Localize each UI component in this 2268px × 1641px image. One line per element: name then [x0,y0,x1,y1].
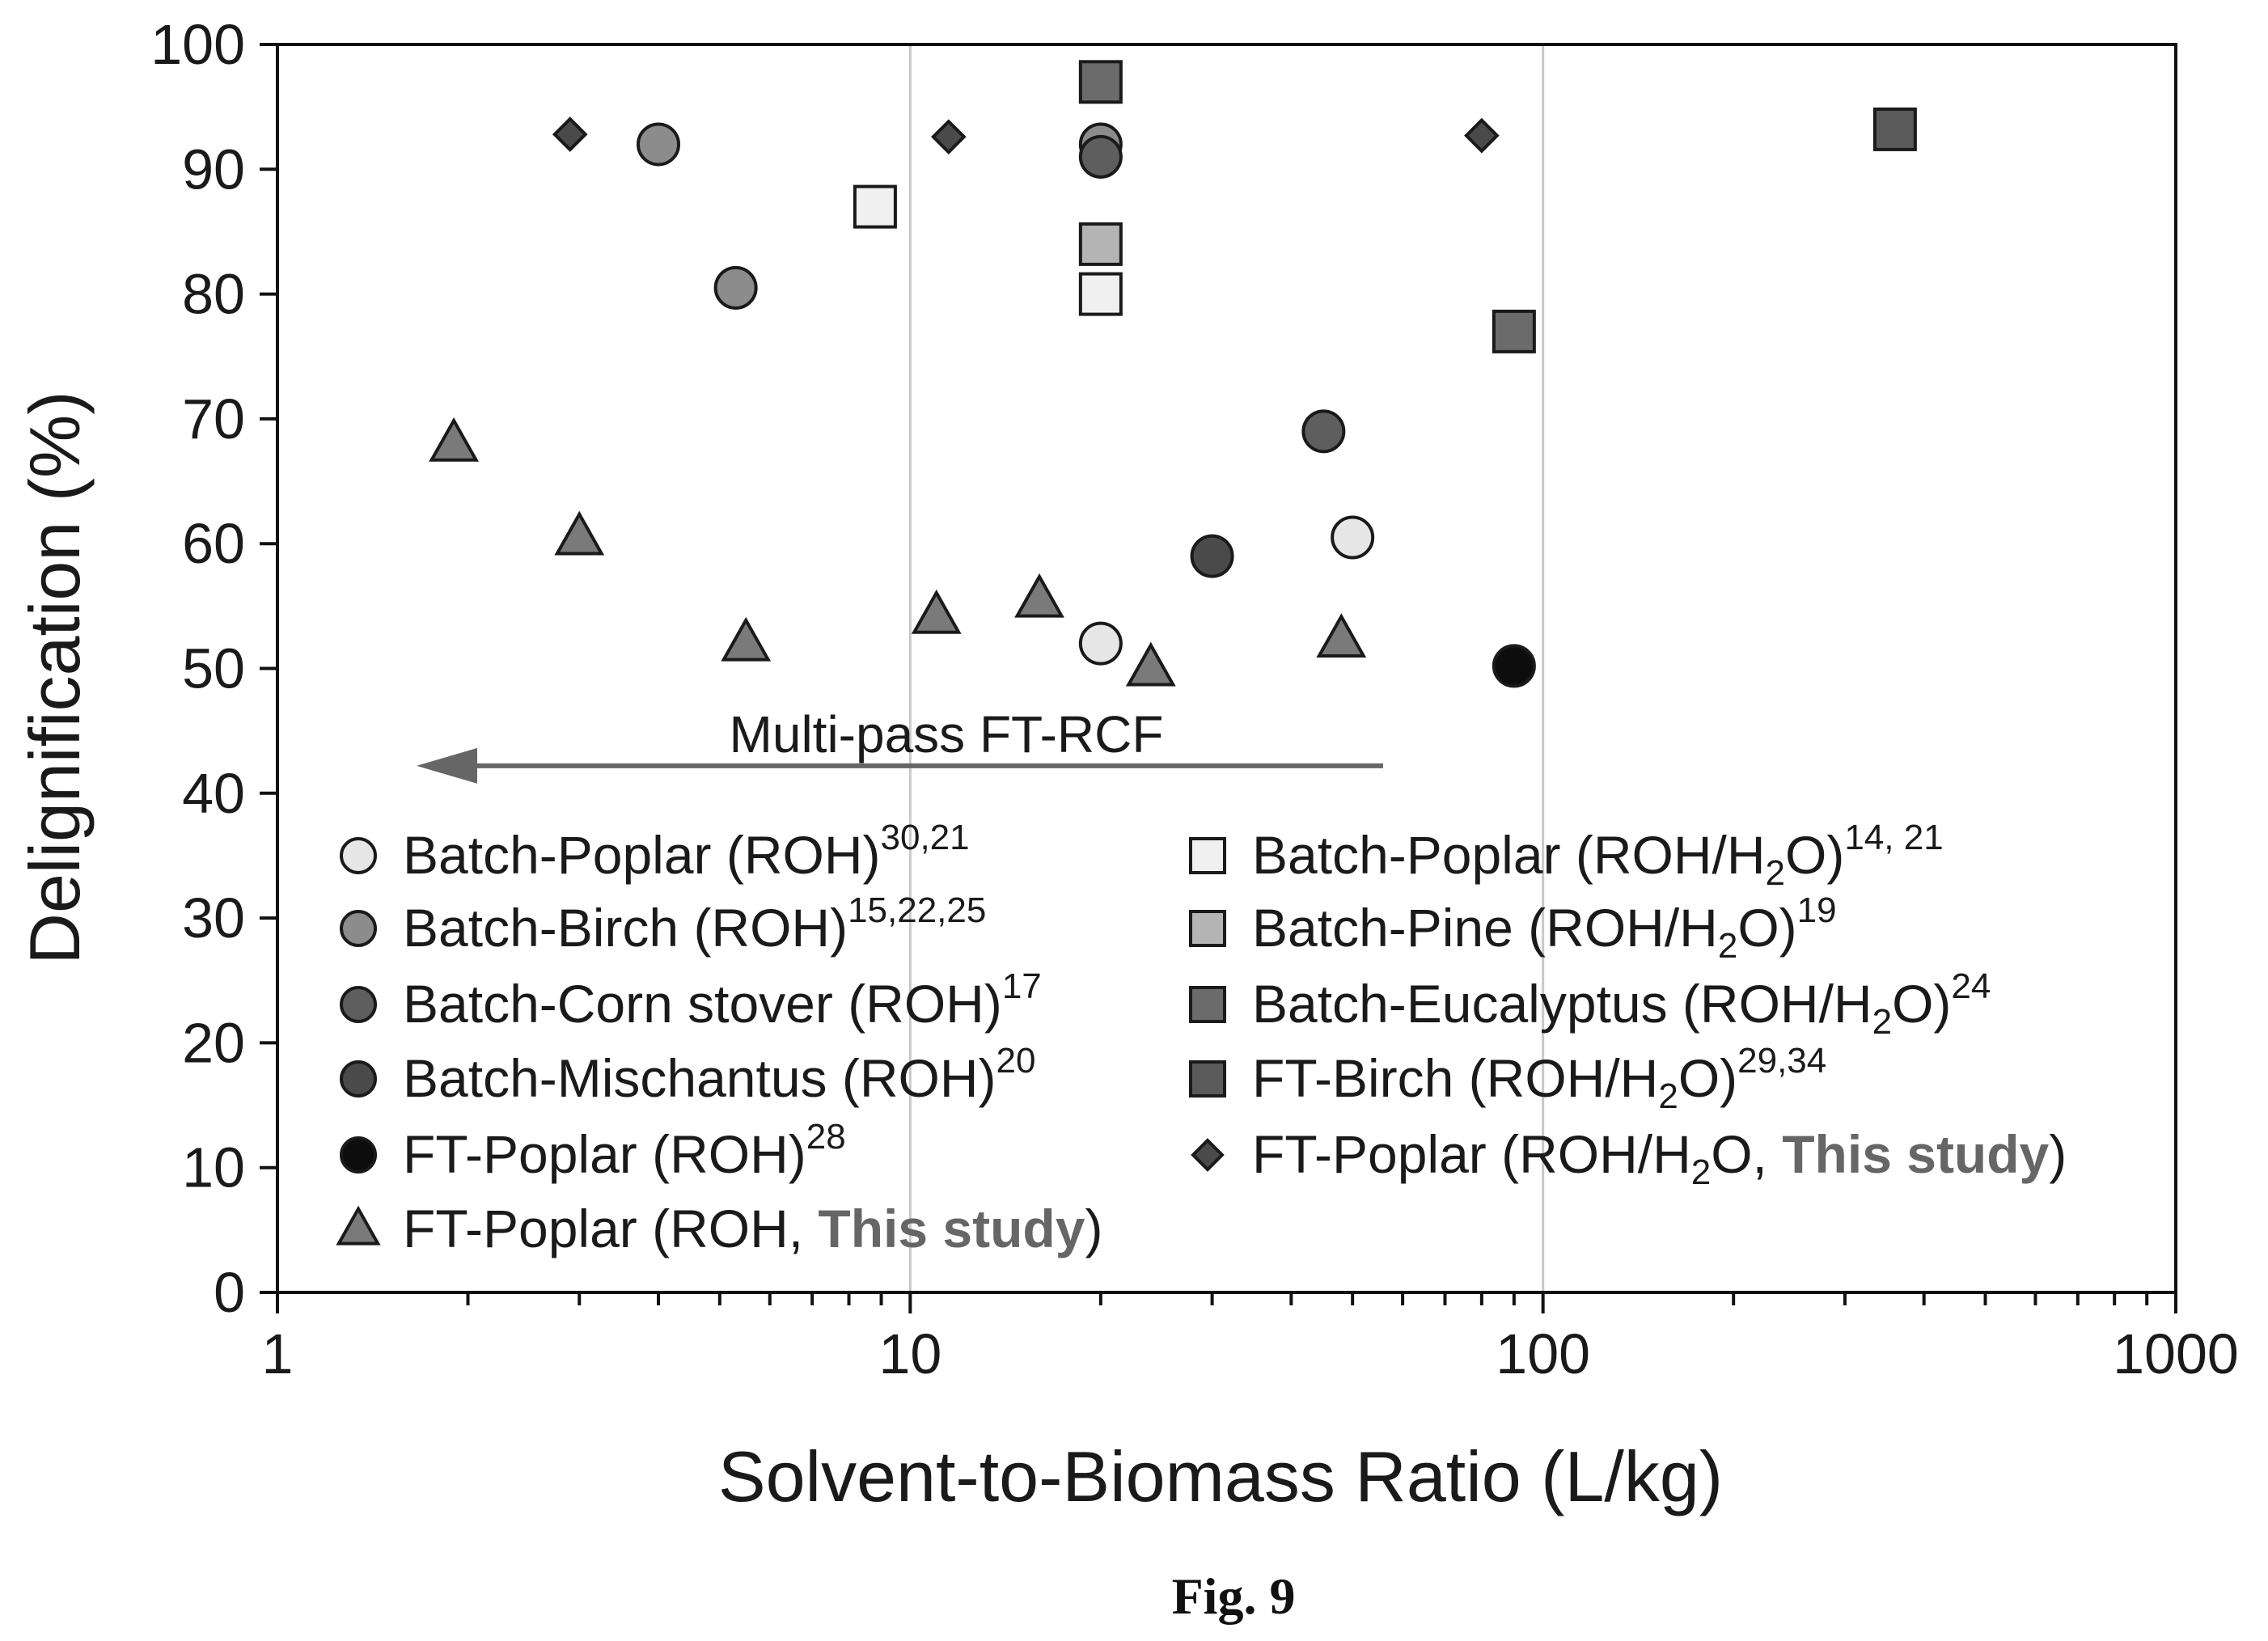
data-point-s5-p1 [554,510,605,556]
data-point-s8-p1 [1492,309,1536,353]
data-point-s2-p0 [1078,134,1123,179]
legend-marker-1 [340,910,377,947]
y-tick-label: 50 [182,637,245,700]
legend-marker-6 [1189,837,1226,874]
legend-marker-2 [340,986,377,1023]
legend-label-3: Batch-Mischantus (ROH)20 [403,1041,1035,1108]
legend-label-1: Batch-Birch (ROH)15,22,25 [403,890,986,958]
data-point-s3-p0 [1190,534,1234,578]
data-point-s5-p5 [1125,641,1176,687]
legend-marker-0 [340,837,377,874]
y-tick-label: 30 [182,886,245,949]
data-point-s5-p0 [429,417,480,462]
x-tick-label: 100 [1496,1322,1590,1385]
x-axis-label: Solvent-to-Biomass Ratio (L/kg) [718,1436,1723,1516]
legend-label-6: Batch-Poplar (ROH/H2O)14, 21 [1252,818,1944,893]
legend-label-0: Batch-Poplar (ROH)30,21 [403,818,970,885]
data-point-s0-p1 [1331,515,1375,560]
data-point-s1-p1 [713,265,758,310]
legend-label-5: FT-Poplar (ROH, This study) [403,1199,1102,1258]
y-tick-label: 80 [182,263,245,326]
legend-label-4: FT-Poplar (ROH)28 [403,1117,846,1184]
legend-marker-3 [340,1060,377,1098]
data-point-s6-p0 [853,184,897,229]
multi-pass-arrow [417,747,1383,784]
legend-label-2: Batch-Corn stover (ROH)17 [403,966,1042,1034]
y-tick-label: 90 [182,137,245,201]
y-tick-label: 0 [214,1261,245,1324]
legend-label-10: FT-Poplar (ROH/H2O, This study) [1252,1124,2067,1192]
data-point-s5-p2 [721,616,772,662]
y-tick-label: 70 [182,387,245,450]
data-point-s10-p2 [1464,117,1500,154]
y-tick-label: 40 [182,762,245,825]
legend-marker-10 [1191,1138,1225,1172]
arrow-head [417,747,477,784]
data-point-s7-p0 [1078,222,1123,266]
data-point-s5-p6 [1316,613,1367,658]
x-tick-label: 1 [262,1322,294,1385]
legend-marker-8 [1189,986,1226,1023]
annotation-text: Multi-pass FT-RCF [730,705,1164,763]
data-point-s10-p1 [930,119,967,155]
y-axis-label: Delignification (%) [15,391,95,964]
data-point-s6-p1 [1078,272,1123,316]
legend-marker-7 [1189,910,1226,947]
y-tick-label: 10 [182,1136,245,1199]
figure-caption: Fig. 9 [1172,1567,1296,1625]
y-tick-label: 20 [182,1011,245,1074]
data-point-s10-p0 [552,116,588,152]
axis-ticks [260,43,2177,1313]
data-point-s0-p0 [1078,621,1123,666]
y-tick-label: 60 [182,512,245,575]
legend-marker-5 [336,1205,381,1246]
legend-label-9: FT-Birch (ROH/H2O)29,34 [1252,1041,1826,1116]
data-point-s5-p3 [911,589,962,634]
data-point-s4-p0 [1492,644,1536,688]
legend-marker-9 [1189,1060,1226,1098]
x-tick-label: 1000 [2113,1322,2239,1385]
x-tick-label: 10 [878,1322,941,1385]
legend-label-8: Batch-Eucalyptus (ROH/H2O)24 [1252,966,1991,1042]
grid-layer [908,44,1545,1292]
y-tick-label: 100 [150,13,245,76]
data-points [429,60,1917,688]
data-point-s8-p0 [1078,60,1123,104]
legend-label-7: Batch-Pine (ROH/H2O)19 [1252,890,1837,966]
legend-marker-4 [340,1136,377,1174]
data-point-s9-p0 [1872,107,1917,151]
data-point-s2-p1 [1301,409,1346,454]
data-point-s5-p4 [1014,573,1064,618]
data-point-s1-p0 [637,122,681,167]
